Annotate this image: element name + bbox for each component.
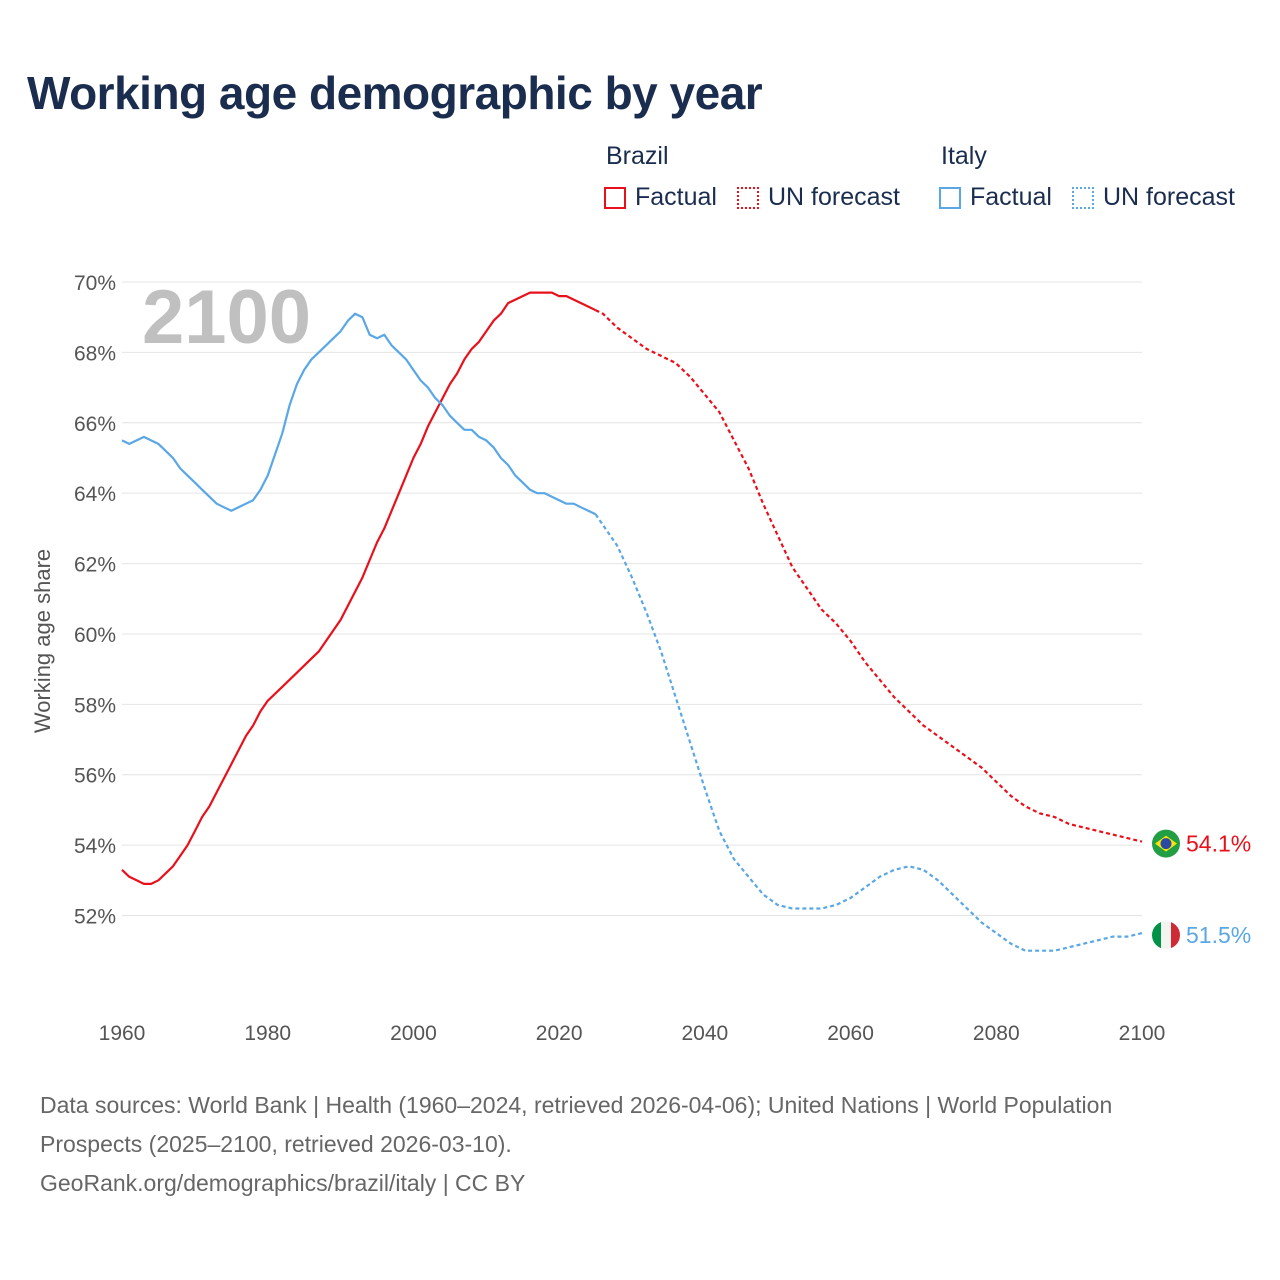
x-tick-label: 1980: [244, 1022, 291, 1045]
legend-label: UN forecast: [767, 183, 900, 211]
x-tick-labels: 1960 1980 2000 2020 2040 2060 2080 2100: [99, 1022, 1166, 1045]
brazil-flag-icon: [1152, 829, 1180, 858]
y-tick-label: 56%: [74, 765, 116, 788]
current-year-label: 2100: [142, 275, 311, 360]
x-tick-label: 2020: [536, 1022, 583, 1045]
y-tick-label: 62%: [74, 554, 116, 577]
grid-layer: [122, 281, 1142, 917]
italy-end-value: 51.5%: [1186, 922, 1251, 948]
italy-flag-icon: [1152, 921, 1180, 950]
y-axis-label: Working age share: [30, 549, 55, 733]
x-tick-label: 2080: [973, 1022, 1020, 1045]
legend-label: Factual: [970, 183, 1052, 211]
legend-item-italy-factual[interactable]: Factual: [939, 183, 1052, 212]
italy-factual-line[interactable]: [121, 312, 597, 516]
x-tick-label: 2000: [390, 1022, 437, 1045]
legend-item-brazil-factual[interactable]: Factual: [604, 183, 717, 212]
y-tick-label: 64%: [74, 483, 116, 506]
series-layer: [121, 291, 1143, 952]
x-tick-label: 2100: [1119, 1022, 1166, 1045]
brazil-forecast-line[interactable]: [595, 309, 1143, 843]
legend-group-italy: Italy Factual UN forecast: [939, 142, 1235, 212]
x-tick-label: 2040: [681, 1022, 728, 1045]
legend-label: UN forecast: [1102, 183, 1235, 211]
y-tick-label: 68%: [74, 342, 116, 365]
legend-group-brazil: Brazil Factual UN forecast: [604, 142, 920, 212]
brazil-factual-line[interactable]: [121, 291, 597, 885]
y-tick-label: 54%: [74, 835, 116, 858]
line-chart: 2100 52% 54% 56% 58% 60% 62% 64% 66% 68% 70% 1960…: [30, 272, 1251, 1045]
legend-item-brazil-forecast[interactable]: UN forecast: [736, 183, 900, 212]
footer-credit: GeoRank.org/demographics/brazil/italy | …: [40, 1170, 526, 1196]
x-tick-label: 1960: [99, 1022, 146, 1045]
chart-title: Working age demographic by year: [27, 67, 763, 119]
brazil-end-value: 54.1%: [1186, 831, 1251, 857]
swatch-solid-icon: [604, 186, 626, 209]
y-tick-label: 70%: [74, 272, 116, 295]
footer-sources: Data sources: World Bank | Health (1960–…: [40, 1092, 1113, 1157]
legend-item-italy-forecast[interactable]: UN forecast: [1071, 183, 1235, 212]
y-tick-label: 58%: [74, 694, 116, 717]
swatch-dotted-icon: [736, 186, 759, 209]
legend-group-name: Italy: [941, 142, 987, 170]
y-tick-label: 66%: [74, 413, 116, 436]
y-tick-labels: 52% 54% 56% 58% 60% 62% 64% 66% 68% 70%: [74, 272, 116, 929]
x-tick-label: 2060: [827, 1022, 874, 1045]
swatch-solid-icon: [939, 186, 961, 209]
legend-label: Factual: [635, 183, 717, 211]
footer: Data sources: World Bank | Health (1960–…: [40, 1086, 1190, 1203]
italy-forecast-line[interactable]: [594, 513, 1143, 952]
y-tick-label: 52%: [74, 906, 116, 929]
swatch-dotted-icon: [1071, 186, 1094, 209]
legend-group-name: Brazil: [606, 142, 669, 170]
y-tick-label: 60%: [74, 624, 116, 647]
